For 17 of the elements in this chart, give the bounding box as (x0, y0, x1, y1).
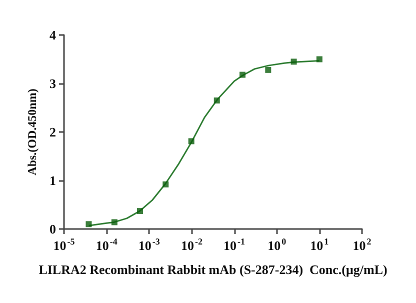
point (265, 66, 272, 73)
point (290, 58, 297, 65)
point (188, 138, 194, 144)
point (86, 221, 92, 228)
point (137, 208, 144, 214)
y-tick-label: 1 (50, 173, 56, 188)
point (316, 56, 322, 62)
point (162, 181, 169, 188)
y-tick-label: 4 (50, 28, 56, 42)
y-tick-label: 0 (50, 222, 56, 236)
y-axis-title: Abs.(OD.450nm) (25, 88, 39, 176)
y-tick-label: 3 (50, 76, 56, 91)
y-tick-label: 2 (50, 124, 56, 140)
point (214, 97, 220, 104)
point (111, 219, 118, 226)
x-axis-title: LILRA2 Recombinant Rabbit mAb (S-287-234) Conc.(μg/mL) (38, 262, 388, 277)
point (240, 72, 246, 78)
